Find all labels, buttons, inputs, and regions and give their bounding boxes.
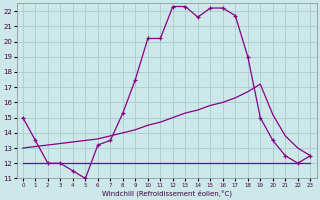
X-axis label: Windchill (Refroidissement éolien,°C): Windchill (Refroidissement éolien,°C) <box>101 189 232 197</box>
